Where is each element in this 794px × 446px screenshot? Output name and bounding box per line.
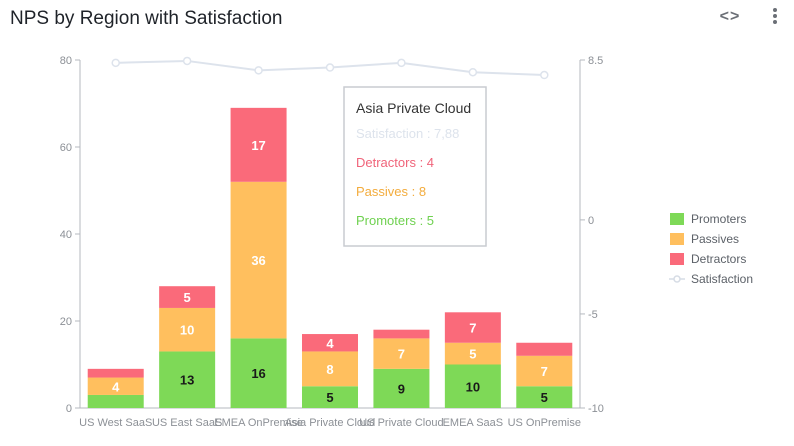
chart-title: NPS by Region with Satisfaction [10,8,283,29]
tooltip-row-0: Satisfaction : 7,88 [356,126,459,141]
legend-item-passives[interactable]: Passives [670,232,739,246]
bar-label-detractors-3: 4 [326,336,334,351]
bar-label-promoters-1: 13 [180,373,194,388]
bar-passives-3[interactable] [302,351,358,387]
satisfaction-point-5[interactable] [468,67,478,77]
y-left-tick-label: 80 [60,55,72,67]
y-left-tick-label: 60 [60,142,72,154]
bar-label-passives-6: 7 [541,364,548,379]
x-tick-label-1: US East SaaS [152,417,222,429]
tooltip-row-2: Passives : 8 [356,184,426,199]
satisfaction-point-0[interactable] [111,58,120,68]
bars [87,107,573,409]
bar-promoters-6[interactable] [516,386,573,408]
bar-label-promoters-4: 9 [398,381,405,396]
bar-promoters-1[interactable] [159,351,216,408]
bar-label-detractors-1: 5 [184,290,191,305]
more-vertical-icon[interactable] [768,6,782,28]
tooltip-row-1: Detractors : 4 [356,155,434,170]
bar-detractors-4[interactable] [373,329,430,339]
axes: 0 20 40 60 80 -10 -5 0 8.5 [60,55,604,415]
bar-label-promoters-5: 10 [466,379,480,394]
bar-label-detractors-5: 7 [469,321,476,336]
tooltip-title: Asia Private Cloud [356,100,471,116]
y-right-tick-label: 8.5 [588,55,603,67]
bar-label-passives-5: 5 [469,347,476,362]
bar-label-promoters-3: 5 [326,390,333,405]
bar-label-promoters-6: 5 [541,390,548,405]
legend-item-detractors[interactable]: Detractors [670,252,746,266]
satisfaction-point-6[interactable] [540,70,549,80]
x-tick-label-0: US West SaaS [79,417,152,429]
legend-swatch-marker [673,275,681,283]
y-right-tick-label: -5 [588,309,598,321]
bar-label-passives-2: 36 [251,253,265,268]
bar-labels: 4 13 10 5 16 36 17 5 8 4 9 7 10 5 7 5 7 [112,138,548,405]
bar-promoters-3[interactable] [302,386,358,408]
legend-swatch-detractors [670,253,684,265]
x-tick-label-4: US Private Cloud [359,417,443,429]
bar-promoters-4[interactable] [373,368,430,408]
bar-detractors-0[interactable] [87,368,144,378]
bar-detractors-3[interactable] [302,334,358,352]
tooltip-box [343,86,487,247]
bar-passives-4[interactable] [373,338,430,369]
legend-label-promoters: Promoters [691,212,746,226]
y-left-tick-label: 0 [66,403,72,415]
x-tick-label-5: EMEA SaaS [443,417,504,429]
bar-promoters-0[interactable] [87,394,144,408]
legend-item-satisfaction[interactable]: Satisfaction [669,272,753,286]
code-icon[interactable]: <> [719,8,741,25]
bar-detractors-1[interactable] [159,286,216,308]
bar-passives-0[interactable] [87,377,144,395]
legend-item-promoters[interactable]: Promoters [670,212,746,226]
bar-promoters-2[interactable] [230,338,287,408]
legend-label-satisfaction: Satisfaction [691,272,753,286]
y-right-tick-label: 0 [588,215,594,227]
bar-promoters-5[interactable] [444,364,501,409]
legend-swatch-promoters [670,213,684,225]
bar-passives-1[interactable] [159,307,216,352]
bar-detractors-2[interactable] [230,107,287,182]
y-left-tick-label: 20 [60,316,72,328]
bar-detractors-5[interactable] [444,312,501,343]
x-tick-label-2: EMEA OnPremise [214,417,303,429]
bar-passives-5[interactable] [444,342,501,365]
tooltip: Asia Private Cloud Satisfaction : 7,88 Det… [343,86,487,247]
bar-label-detractors-2: 17 [251,138,265,153]
bar-label-passives-4: 7 [398,347,405,362]
x-tick-label-3: Asia Private Cloud [285,417,376,429]
bar-detractors-6[interactable] [516,342,573,356]
bar-label-passives-3: 8 [326,362,333,377]
x-tick-label-6: US OnPremise [508,417,581,429]
bar-passives-2[interactable] [230,181,287,339]
legend-label-detractors: Detractors [691,252,746,266]
bar-label-promoters-2: 16 [251,366,265,381]
satisfaction-point-2[interactable] [254,66,263,75]
legend-label-passives: Passives [691,232,739,246]
bar-label-passives-1: 10 [180,323,194,338]
satisfaction-point-3[interactable] [325,63,335,72]
y-right-tick-label: -10 [588,403,604,415]
bar-passives-6[interactable] [516,355,573,387]
legend: Promoters Passives Detractors Satisfaction [669,212,753,286]
satisfaction-point-4[interactable] [397,58,406,68]
bar-label-passives-0: 4 [112,379,120,394]
satisfaction-line [111,56,549,80]
legend-swatch-passives [670,233,684,245]
satisfaction-point-1[interactable] [182,56,192,66]
tooltip-row-3: Promoters : 5 [356,213,434,228]
y-left-tick-label: 40 [60,229,72,241]
